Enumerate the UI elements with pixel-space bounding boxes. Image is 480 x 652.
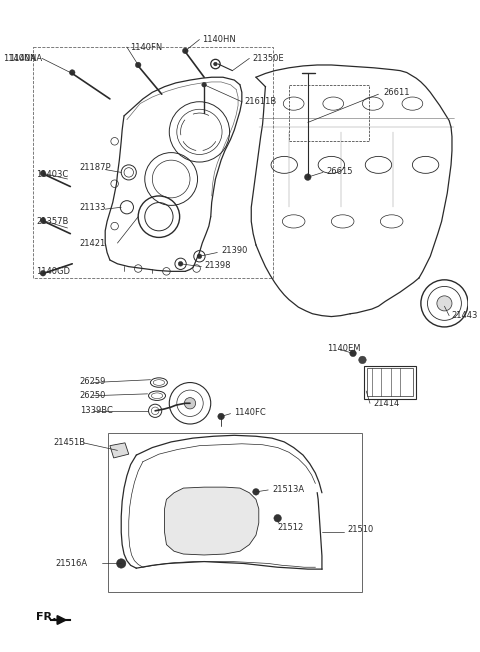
Text: 26259: 26259 <box>80 377 106 386</box>
Circle shape <box>202 82 206 87</box>
Text: 1140NA: 1140NA <box>9 54 42 63</box>
Circle shape <box>274 514 281 522</box>
Text: 21398: 21398 <box>204 261 231 270</box>
Text: 21510: 21510 <box>348 525 373 534</box>
Circle shape <box>184 398 196 409</box>
Text: 21512: 21512 <box>277 523 304 532</box>
Text: 26615: 26615 <box>327 167 353 176</box>
Text: 1140FC: 1140FC <box>234 408 266 417</box>
Polygon shape <box>110 443 129 458</box>
Bar <box>33 47 273 278</box>
Circle shape <box>117 559 126 568</box>
Circle shape <box>214 62 217 66</box>
Circle shape <box>135 62 141 68</box>
Text: 26611: 26611 <box>383 88 410 96</box>
Text: 26250: 26250 <box>80 391 106 400</box>
Bar <box>367 368 413 396</box>
Text: 21451B: 21451B <box>53 438 85 447</box>
Text: 21516A: 21516A <box>55 559 87 568</box>
Circle shape <box>40 171 46 176</box>
Circle shape <box>350 350 356 357</box>
Circle shape <box>40 271 46 276</box>
Circle shape <box>182 48 188 53</box>
Text: 1140NA: 1140NA <box>3 54 36 63</box>
Text: 21414: 21414 <box>374 399 400 408</box>
Text: 21133: 21133 <box>80 203 106 212</box>
Circle shape <box>218 413 225 420</box>
Circle shape <box>197 254 202 259</box>
Text: 21443: 21443 <box>451 311 478 320</box>
Circle shape <box>359 356 366 364</box>
Text: 21350E: 21350E <box>252 54 284 63</box>
Circle shape <box>40 218 46 223</box>
Text: 21611B: 21611B <box>245 97 277 106</box>
Text: 1140EM: 1140EM <box>327 344 360 353</box>
Text: FR.: FR. <box>36 612 57 622</box>
Bar <box>108 434 362 592</box>
Circle shape <box>437 296 452 311</box>
Text: 1140FN: 1140FN <box>130 42 162 52</box>
Text: 21513A: 21513A <box>272 486 304 494</box>
Text: 11403C: 11403C <box>36 170 69 179</box>
Polygon shape <box>165 487 259 555</box>
Text: 1140HN: 1140HN <box>202 35 236 44</box>
Text: 21357B: 21357B <box>36 217 69 226</box>
Circle shape <box>178 261 183 266</box>
Circle shape <box>70 70 75 76</box>
Bar <box>364 366 416 398</box>
Circle shape <box>252 488 259 495</box>
Text: 21187P: 21187P <box>80 163 111 172</box>
Text: 21390: 21390 <box>221 246 248 255</box>
Text: 21421: 21421 <box>80 239 106 248</box>
Circle shape <box>304 174 311 181</box>
Text: 1140GD: 1140GD <box>36 267 71 276</box>
Text: 1339BC: 1339BC <box>80 406 113 415</box>
Bar <box>289 85 369 141</box>
